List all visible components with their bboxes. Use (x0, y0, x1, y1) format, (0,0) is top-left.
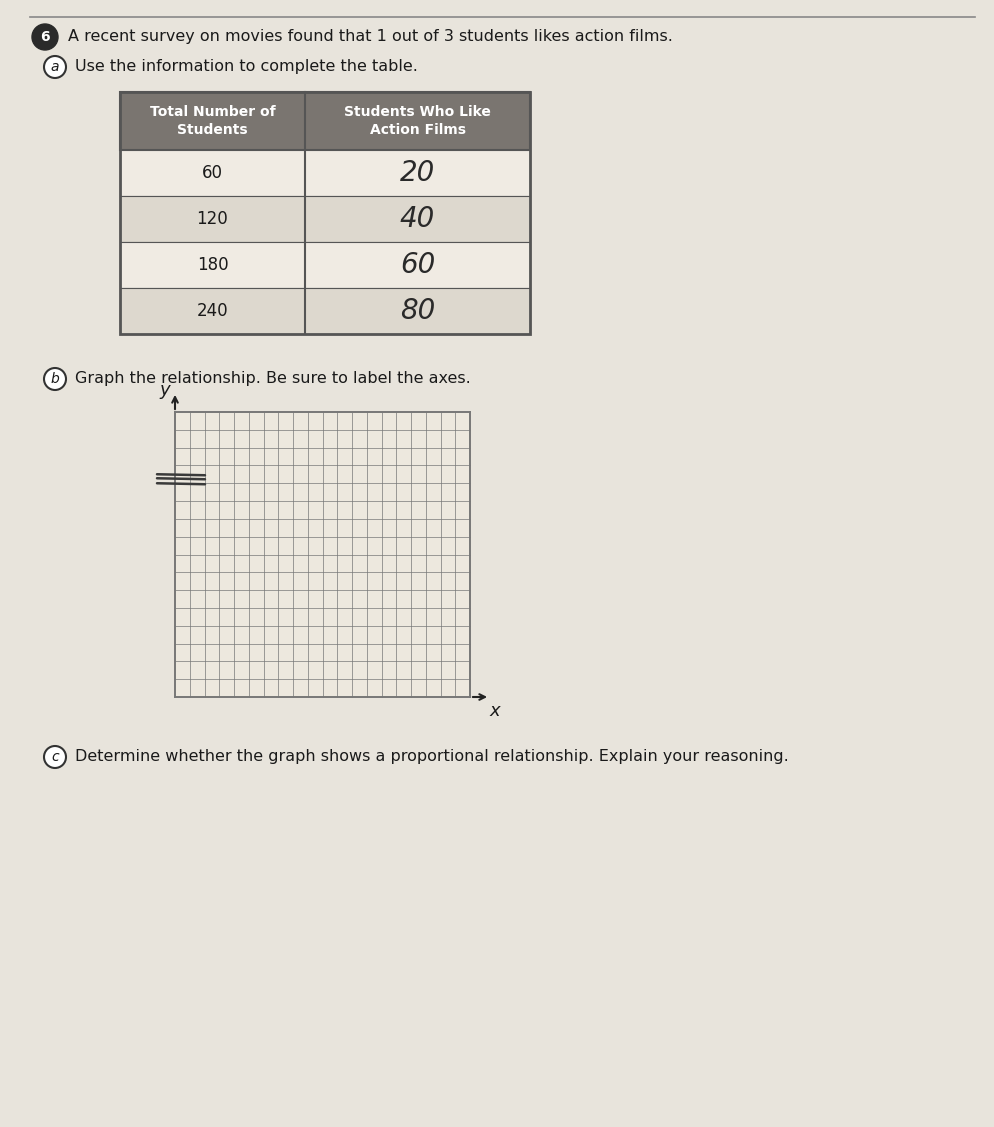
Text: A recent survey on movies found that 1 out of 3 students likes action films.: A recent survey on movies found that 1 o… (68, 29, 672, 44)
Text: 20: 20 (400, 159, 434, 187)
FancyBboxPatch shape (120, 242, 530, 289)
Text: 120: 120 (197, 210, 229, 228)
Text: 60: 60 (400, 251, 434, 279)
Text: b: b (51, 372, 60, 387)
Text: Graph the relationship. Be sure to label the axes.: Graph the relationship. Be sure to label… (75, 372, 470, 387)
Text: Use the information to complete the table.: Use the information to complete the tabl… (75, 60, 417, 74)
Circle shape (44, 746, 66, 767)
FancyBboxPatch shape (120, 196, 530, 242)
Text: Total Number of
Students: Total Number of Students (149, 105, 275, 136)
FancyBboxPatch shape (120, 289, 530, 334)
Text: 40: 40 (400, 205, 434, 233)
Text: Determine whether the graph shows a proportional relationship. Explain your reas: Determine whether the graph shows a prop… (75, 749, 788, 764)
Text: a: a (51, 60, 60, 74)
Text: 80: 80 (400, 298, 434, 325)
Text: x: x (489, 702, 500, 720)
Text: y: y (159, 381, 170, 399)
Text: 180: 180 (197, 256, 228, 274)
Text: 60: 60 (202, 165, 223, 181)
Circle shape (44, 369, 66, 390)
Text: c: c (51, 749, 59, 764)
FancyBboxPatch shape (120, 92, 530, 150)
FancyBboxPatch shape (175, 412, 469, 696)
FancyBboxPatch shape (120, 150, 530, 196)
Circle shape (44, 56, 66, 78)
Text: 240: 240 (197, 302, 228, 320)
Text: Students Who Like
Action Films: Students Who Like Action Films (344, 105, 490, 136)
Text: 6: 6 (40, 30, 50, 44)
Circle shape (32, 24, 58, 50)
